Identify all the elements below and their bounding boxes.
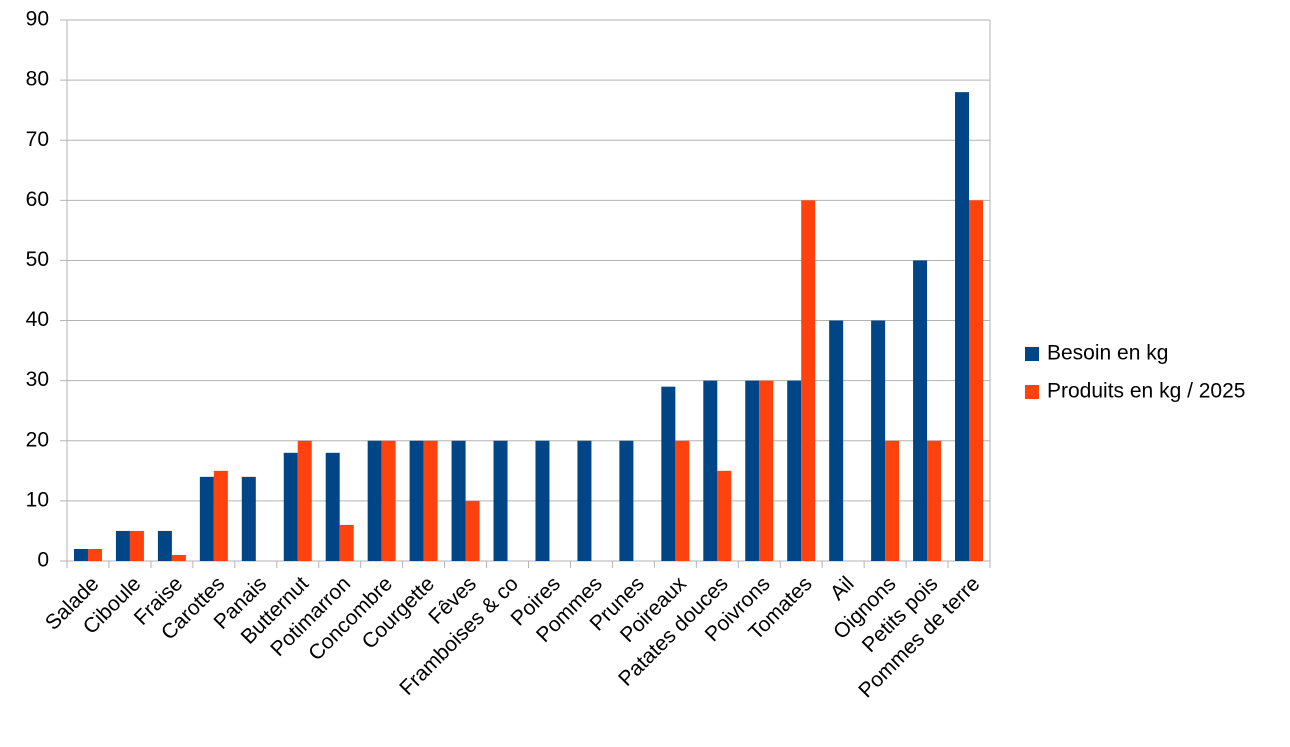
legend-label: Besoin en kg [1047,342,1168,365]
y-tick-label: 80 [26,68,49,91]
bar [759,380,774,561]
bar [969,200,984,562]
y-tick-label: 30 [26,368,49,391]
bar [955,92,970,561]
bar [73,548,88,561]
bar [157,530,172,561]
bar [871,320,886,561]
bar [283,452,298,561]
bar [87,548,102,561]
bar [423,440,438,561]
y-tick-label: 40 [26,308,49,331]
bar [241,476,256,561]
bar [465,500,480,561]
bar [829,320,844,561]
bar [801,200,816,562]
bar [703,380,718,561]
bar [199,476,214,561]
y-tick-label: 0 [37,549,49,572]
y-tick-label: 90 [26,8,49,31]
y-tick-label: 70 [26,128,49,151]
bar [787,380,802,561]
bar [367,440,382,561]
bar [927,440,942,561]
bar [171,554,186,561]
bar [745,380,760,561]
bar [577,440,592,561]
bar [325,452,340,561]
y-tick-label: 20 [26,428,49,451]
bar [339,524,354,561]
bar [675,440,690,561]
bar [535,440,550,561]
bar [297,440,312,561]
bar [115,530,130,561]
bar [885,440,900,561]
bar [493,440,508,561]
legend-swatch [1025,385,1039,399]
bar [409,440,424,561]
y-tick-label: 50 [26,248,49,271]
bar [619,440,634,561]
legend-swatch [1025,347,1039,361]
y-tick-label: 60 [26,188,49,211]
y-tick-label: 10 [26,488,49,511]
bar [213,470,228,561]
x-tick-label: Ail [826,572,859,605]
bar [129,530,144,561]
bar [381,440,396,561]
bar [451,440,466,561]
bar [661,386,676,561]
bar [913,260,928,561]
legend-label: Produits en kg / 2025 [1047,380,1245,403]
bar [717,470,732,561]
